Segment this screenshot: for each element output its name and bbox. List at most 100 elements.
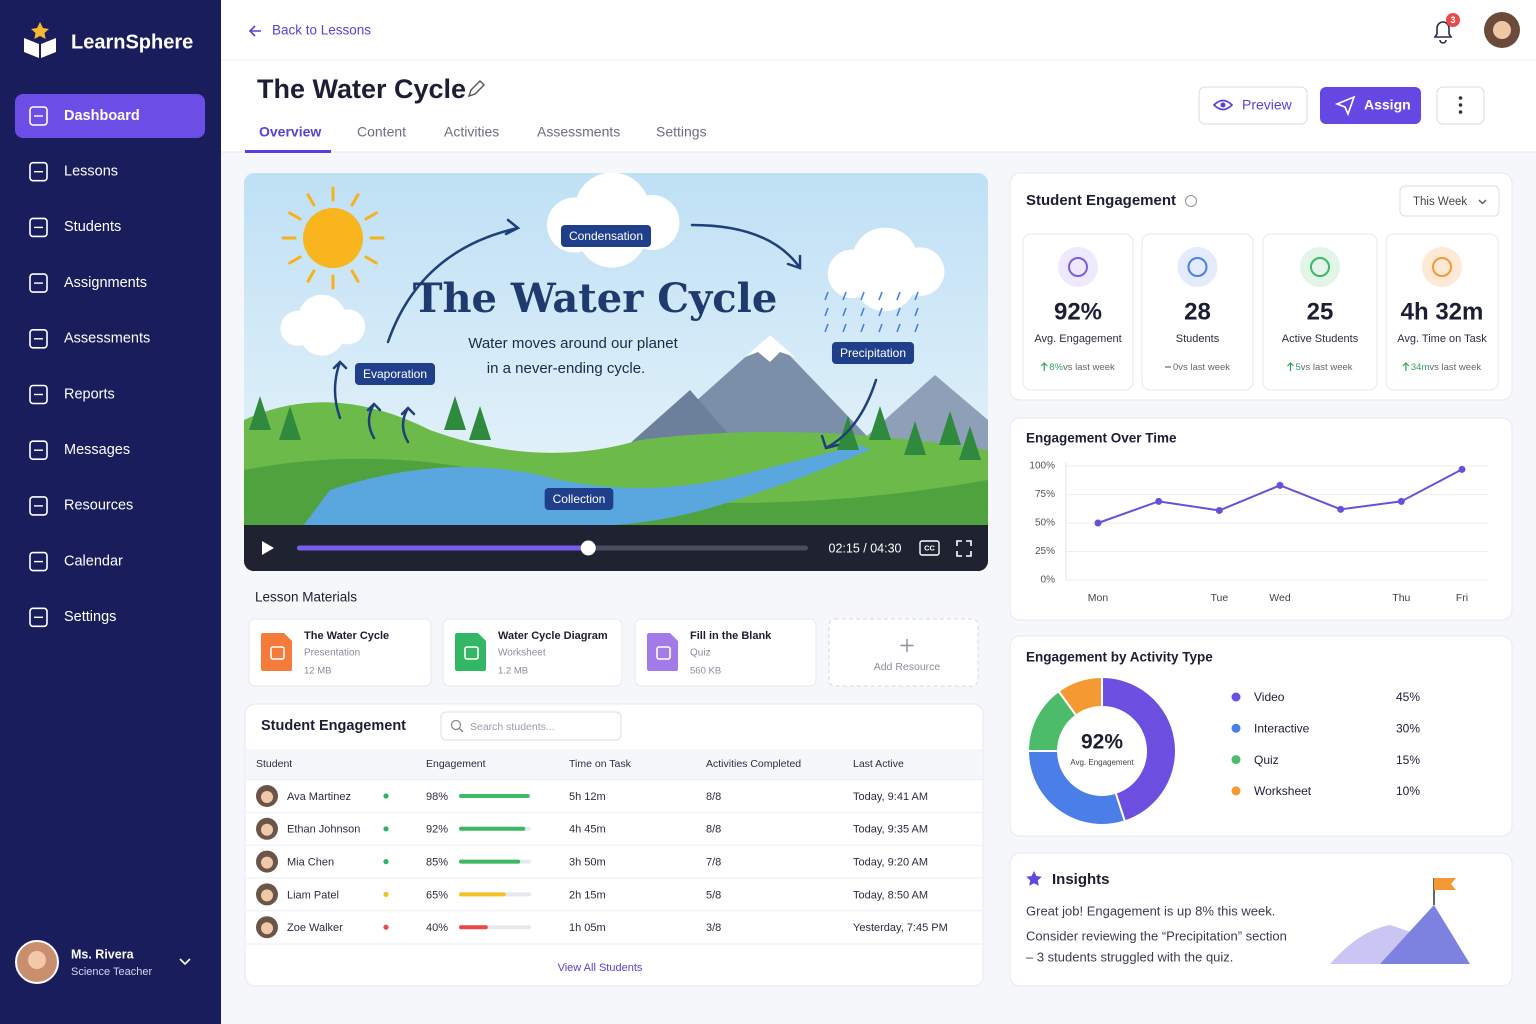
nav-label[interactable]: Lessons bbox=[64, 164, 118, 180]
y-tick-label: 25% bbox=[1035, 546, 1055, 557]
stat-change: 34mvs last week bbox=[1411, 362, 1481, 373]
last-active: Yesterday, 7:45 PM bbox=[853, 922, 948, 934]
legend-label: Worksheet bbox=[1254, 784, 1312, 798]
nav-item[interactable]: Dashboard bbox=[15, 94, 205, 138]
fullscreen-button[interactable] bbox=[956, 540, 972, 557]
student-name: Mia Chen bbox=[287, 857, 334, 869]
nav-item[interactable]: Resources bbox=[29, 496, 133, 516]
assign-button[interactable]: Assign bbox=[1320, 87, 1421, 124]
nav-label[interactable]: Settings bbox=[64, 609, 116, 625]
nav-label[interactable]: Messages bbox=[64, 442, 130, 458]
preview-label[interactable]: Preview bbox=[1242, 97, 1293, 113]
sun-ray bbox=[288, 255, 302, 265]
video-title: The Water Cycle bbox=[413, 275, 778, 322]
legend-dot bbox=[1231, 723, 1241, 733]
engagement-summary: Student Engagement This Week 92% Avg. Engag… bbox=[1009, 172, 1513, 401]
sun-ray bbox=[350, 193, 360, 207]
engagement-bar bbox=[459, 892, 506, 897]
nav-label[interactable]: Assignments bbox=[64, 275, 147, 291]
cloud-puff bbox=[854, 249, 916, 312]
last-active: Today, 9:41 AM bbox=[853, 791, 928, 803]
nav-label[interactable]: Students bbox=[64, 219, 121, 235]
progress-handle[interactable] bbox=[580, 540, 596, 556]
material-card[interactable]: The Water Cycle Presentation 12 MB bbox=[248, 618, 432, 687]
last-active: Today, 9:35 AM bbox=[853, 824, 928, 836]
donut-slice bbox=[1101, 675, 1177, 823]
insights: Insights Great job! Engagement is up 8% t… bbox=[1009, 852, 1513, 987]
notifications[interactable]: 3 bbox=[1433, 13, 1460, 44]
stat-icon bbox=[1310, 257, 1330, 277]
status-dot bbox=[383, 793, 389, 799]
nav-item[interactable]: Settings bbox=[29, 607, 116, 628]
table-row: Ethan Johnson 92% 4h 45m 8/8 Today, 9:35 AM bbox=[246, 811, 982, 840]
select-chevron bbox=[1478, 199, 1487, 205]
line-point bbox=[1215, 506, 1223, 514]
nav-label[interactable]: Resources bbox=[64, 498, 133, 514]
tree bbox=[249, 396, 271, 430]
rain-drop bbox=[860, 323, 865, 333]
nav-item[interactable]: Reports bbox=[29, 384, 115, 405]
period-label[interactable]: This Week bbox=[1413, 196, 1467, 208]
sidebar-background bbox=[0, 0, 221, 1024]
cc-button[interactable] bbox=[919, 540, 940, 556]
stat-change-value: 5 bbox=[1295, 362, 1300, 373]
search-box[interactable] bbox=[440, 711, 622, 741]
back-link[interactable]: Back to Lessons bbox=[248, 23, 371, 38]
eye-pupil bbox=[1220, 102, 1226, 108]
search-placeholder[interactable]: Search students... bbox=[470, 721, 555, 733]
river bbox=[300, 445, 870, 530]
nav-item[interactable]: Lessons bbox=[29, 161, 118, 182]
nav-item[interactable]: Students bbox=[29, 217, 121, 238]
more-button[interactable] bbox=[1436, 86, 1485, 125]
tab[interactable]: Content bbox=[357, 124, 406, 140]
x-tick-label: Fri bbox=[1456, 592, 1468, 604]
add-resource-label[interactable]: Add Resource bbox=[874, 661, 941, 673]
tab[interactable]: Settings bbox=[656, 124, 707, 140]
nav-label[interactable]: Assessments bbox=[64, 331, 150, 347]
stat-icon bbox=[1068, 257, 1088, 277]
stat-change-note: vs last week bbox=[1301, 362, 1353, 373]
back-label[interactable]: Back to Lessons bbox=[272, 23, 371, 38]
brand-name: LearnSphere bbox=[71, 31, 193, 53]
nav-label[interactable]: Reports bbox=[64, 386, 115, 402]
table-row: Liam Patel 65% 2h 15m 5/8 Today, 8:50 AM bbox=[246, 877, 982, 906]
view-all-link[interactable]: View All Students bbox=[558, 962, 643, 974]
material-name: The Water Cycle bbox=[304, 630, 389, 642]
preview-button[interactable]: Preview bbox=[1198, 86, 1308, 125]
bell-icon bbox=[1433, 21, 1453, 44]
add-resource[interactable]: Add Resource bbox=[828, 618, 979, 687]
nav-label[interactable]: Calendar bbox=[64, 553, 123, 569]
cycle-arrow bbox=[386, 218, 521, 344]
tab[interactable]: Overview bbox=[259, 124, 321, 140]
nav-item[interactable]: Assessments bbox=[29, 328, 150, 349]
nav-item[interactable]: Calendar bbox=[29, 551, 123, 572]
assign-label[interactable]: Assign bbox=[1364, 97, 1411, 113]
nav-icon bbox=[29, 496, 48, 516]
activities-completed: 7/8 bbox=[706, 857, 721, 869]
play-button[interactable] bbox=[262, 541, 274, 555]
column-header: Activities Completed bbox=[706, 758, 801, 770]
tab[interactable]: Activities bbox=[444, 124, 499, 140]
student-name: Zoe Walker bbox=[287, 922, 343, 934]
tab[interactable]: Assessments bbox=[537, 124, 620, 140]
student-avatar-face bbox=[261, 922, 273, 935]
nav-label[interactable]: Dashboard bbox=[64, 108, 140, 124]
y-tick-label: 75% bbox=[1035, 489, 1055, 500]
student-avatar-face bbox=[261, 856, 273, 869]
tree bbox=[444, 396, 466, 430]
insight-line: – 3 students struggled with the quiz. bbox=[1026, 949, 1233, 964]
flag bbox=[1434, 878, 1456, 890]
nav-item[interactable]: Messages bbox=[29, 440, 130, 461]
tree bbox=[869, 406, 891, 440]
user-profile[interactable]: Ms. Rivera Science Teacher bbox=[15, 940, 191, 984]
material-card[interactable]: Fill in the Blank Quiz 560 KB bbox=[634, 618, 817, 687]
donut-slice bbox=[1057, 675, 1103, 717]
edit-icon[interactable] bbox=[467, 80, 485, 98]
column-header: Student bbox=[256, 758, 292, 770]
period-select[interactable] bbox=[1399, 185, 1500, 217]
nav-item[interactable]: Assignments bbox=[29, 273, 147, 293]
material-card[interactable]: Water Cycle Diagram Worksheet 1.2 MB bbox=[442, 618, 623, 687]
user-menu-chevron bbox=[179, 958, 191, 966]
video-scene: The Water Cycle Water moves around our pl… bbox=[244, 173, 988, 571]
